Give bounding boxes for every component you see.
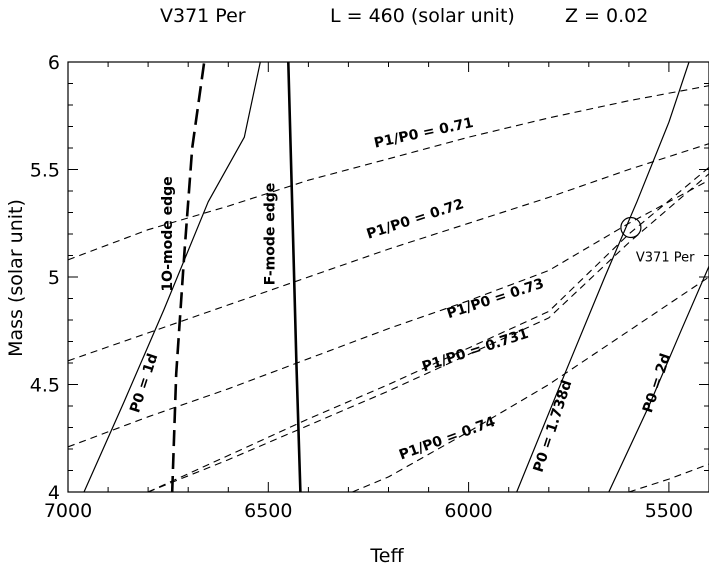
v371-per-label: V371 Per bbox=[636, 251, 695, 266]
curve-label-4: P1/P0 = 0.74 bbox=[397, 414, 498, 464]
series-line-6 bbox=[628, 463, 709, 492]
series-line-0 bbox=[68, 85, 709, 261]
series-line-3 bbox=[147, 166, 709, 492]
x-tick-label: 5500 bbox=[645, 500, 693, 522]
y-tick-label: 4.5 bbox=[30, 375, 60, 397]
curve-label-0: P1/P0 = 0.71 bbox=[373, 115, 475, 152]
y-tick-label: 5.5 bbox=[30, 160, 60, 182]
title-star-name: V371 Per bbox=[160, 5, 246, 27]
curve-label-7: P0 = 2d bbox=[640, 352, 674, 415]
series-line-10 bbox=[170, 62, 206, 492]
x-tick-label: 6500 bbox=[244, 500, 292, 522]
chart-title: V371 Per L = 460 (solar unit) Z = 0.02 bbox=[160, 5, 648, 27]
curve-label-1: P1/P0 = 0.72 bbox=[365, 196, 466, 242]
series-line-5 bbox=[352, 276, 709, 492]
series-line-7 bbox=[83, 62, 261, 492]
x-axis-title: Teff bbox=[369, 545, 404, 566]
curve-label-6: P0 = 1.738d bbox=[531, 378, 576, 474]
y-tick-label: 6 bbox=[48, 52, 60, 74]
x-tick-label: 7000 bbox=[44, 500, 92, 522]
series-line-4 bbox=[147, 173, 709, 492]
curve-label-3: P1/P0 = 0.731 bbox=[420, 326, 530, 375]
x-tick-label: 6000 bbox=[444, 500, 492, 522]
y-axis-title: Mass (solar unit) bbox=[5, 199, 27, 357]
title-luminosity: L = 460 (solar unit) bbox=[330, 5, 515, 27]
curve-label-9: F-mode edge bbox=[262, 183, 278, 286]
y-tick-label: 4 bbox=[48, 482, 60, 504]
v371-per-marker bbox=[620, 216, 642, 239]
plot-area bbox=[68, 62, 709, 492]
curve-label-2: P1/P0 = 0.73 bbox=[445, 276, 546, 322]
y-tick-label: 5 bbox=[48, 267, 60, 289]
title-metallicity: Z = 0.02 bbox=[565, 5, 648, 27]
series-line-9 bbox=[608, 266, 709, 492]
series-line-11 bbox=[287, 62, 302, 492]
curve-label-8: 1O-mode edge bbox=[160, 176, 176, 291]
series-line-1 bbox=[68, 143, 709, 362]
series-line-8 bbox=[516, 62, 690, 492]
